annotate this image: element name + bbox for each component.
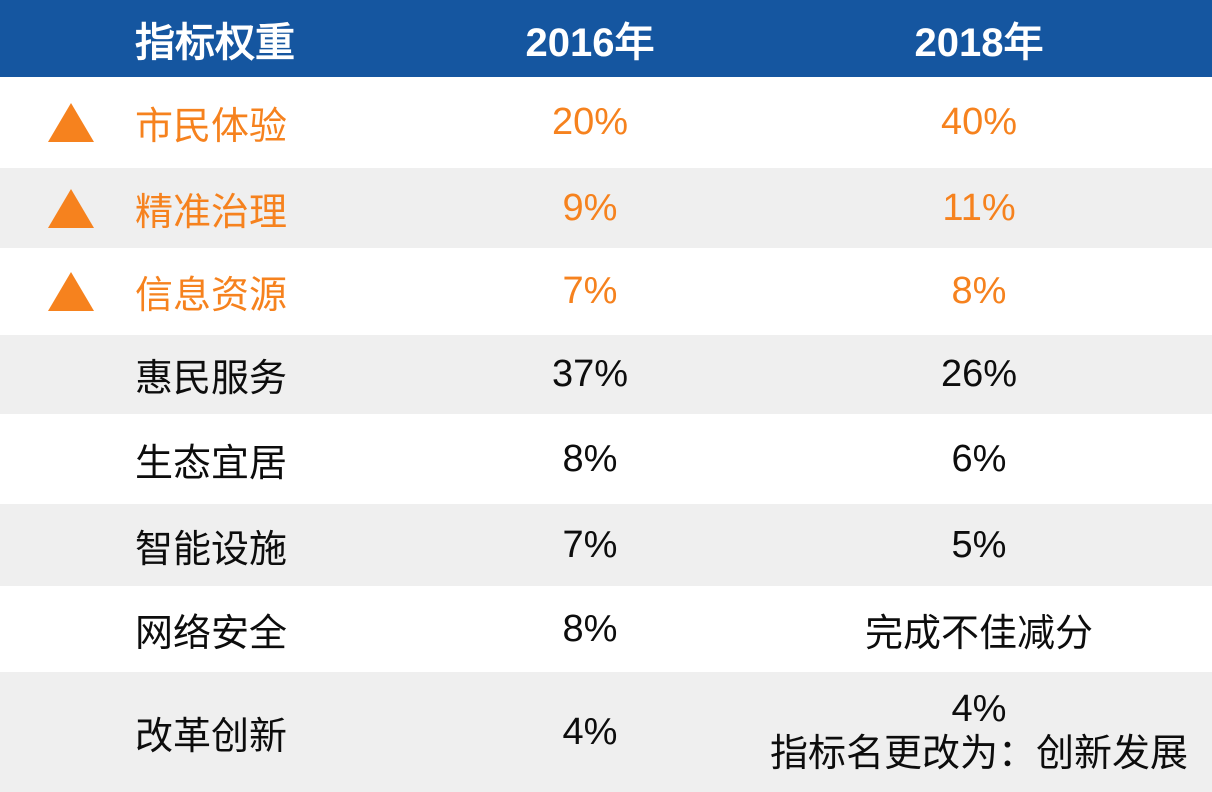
value-2018: 4% xyxy=(951,688,1007,731)
indicator-label: 信息资源 xyxy=(135,275,288,317)
trend-icon-slot xyxy=(48,103,94,142)
value-2016: 7% xyxy=(562,523,618,566)
indicator-label: 生态宜居 xyxy=(135,442,288,485)
value-2018: 5% xyxy=(951,523,1007,566)
header-label-indicator: 指标权重 xyxy=(135,20,295,65)
indicator-label: 惠民服务 xyxy=(135,358,288,400)
trend-icon-slot xyxy=(48,188,94,228)
value-2018: 40% xyxy=(940,101,1018,143)
value-2016: 4% xyxy=(562,710,618,753)
triangle-up-icon xyxy=(48,103,94,142)
indicator-cell: 智能设施 xyxy=(0,504,385,586)
indicator-cell: 生态宜居 xyxy=(0,414,385,504)
indicator-label: 市民体验 xyxy=(135,106,288,148)
triangle-up-icon xyxy=(48,272,94,311)
value-2016: 8% xyxy=(562,437,618,480)
indicator-cell: 市民体验 xyxy=(0,77,385,168)
value-2016: 8% xyxy=(562,607,618,650)
indicator-cell: 精准治理 xyxy=(0,168,385,248)
indicator-cell: 信息资源 xyxy=(0,248,385,335)
indicator-cell: 惠民服务 xyxy=(0,335,385,414)
value-2016: 37% xyxy=(551,353,629,395)
value-2018: 8% xyxy=(951,270,1007,312)
table-row: 惠民服务 37% 26% xyxy=(0,335,1212,414)
value-2018-note: 指标名更改为：创新发展 xyxy=(770,733,1189,775)
table-row: 精准治理 9% 11% xyxy=(0,168,1212,248)
value-2016: 20% xyxy=(551,101,629,143)
indicator-label: 智能设施 xyxy=(135,528,288,571)
value-2018: 11% xyxy=(942,186,1016,229)
indicator-label: 网络安全 xyxy=(135,612,288,655)
table-header-row: 指标权重 2016年 2018年 xyxy=(0,0,1212,77)
triangle-up-icon xyxy=(48,188,94,228)
header-cell-2018: 2018年 xyxy=(795,0,1163,77)
table-row: 改革创新 4% 4% 指标名更改为：创新发展 xyxy=(0,672,1212,792)
header-cell-indicator: 指标权重 xyxy=(0,0,385,77)
value-2018: 完成不佳减分 xyxy=(864,612,1093,655)
indicator-label: 改革创新 xyxy=(135,715,288,758)
table-row: 市民体验 20% 40% xyxy=(0,77,1212,168)
trend-icon-slot xyxy=(48,272,94,311)
table-row: 网络安全 8% 完成不佳减分 xyxy=(0,586,1212,672)
value-2018: 6% xyxy=(951,437,1007,480)
table-row: 智能设施 7% 5% xyxy=(0,504,1212,586)
indicator-cell: 改革创新 xyxy=(0,672,385,792)
value-2016: 7% xyxy=(562,270,618,312)
value-2016: 9% xyxy=(562,186,618,229)
table-row: 信息资源 7% 8% xyxy=(0,248,1212,335)
indicator-label: 精准治理 xyxy=(135,191,288,234)
indicator-cell: 网络安全 xyxy=(0,586,385,672)
header-label-2018: 2018年 xyxy=(914,20,1044,65)
value-2018: 26% xyxy=(940,353,1018,395)
header-cell-2016: 2016年 xyxy=(385,0,795,77)
value-2018-cell: 4% 指标名更改为：创新发展 xyxy=(770,672,1188,792)
header-label-2016: 2016年 xyxy=(525,20,655,65)
table-row: 生态宜居 8% 6% xyxy=(0,414,1212,504)
